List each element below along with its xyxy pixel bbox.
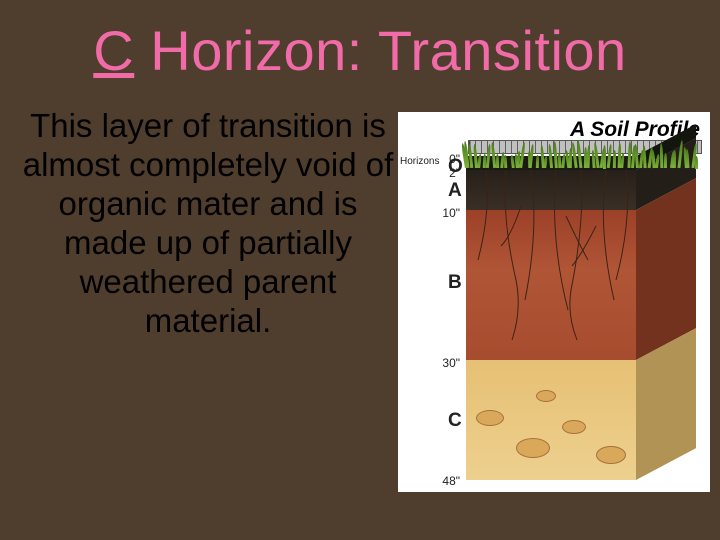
horizon-letter: A [448,180,462,202]
grass-icon [462,138,700,168]
body-text: This layer of transition is almost compl… [18,101,398,341]
horizon-letter: C [448,410,462,432]
depth-mark: 30" [432,356,460,370]
depth-mark: 10" [432,206,460,220]
soil-profile-figure: A Soil Profile Horizons 0" 2" 10" 30" 48… [398,112,710,492]
title-underlined-letter: C [93,19,134,82]
horizon-letter: O [448,156,463,178]
roots-icon [466,156,696,486]
slide-title: C Horizon: Transition [0,0,720,83]
horizon-letter: B [448,272,462,294]
title-rest: Horizon: Transition [134,19,626,82]
depth-mark: 48" [432,474,460,488]
soil-block [466,156,696,486]
